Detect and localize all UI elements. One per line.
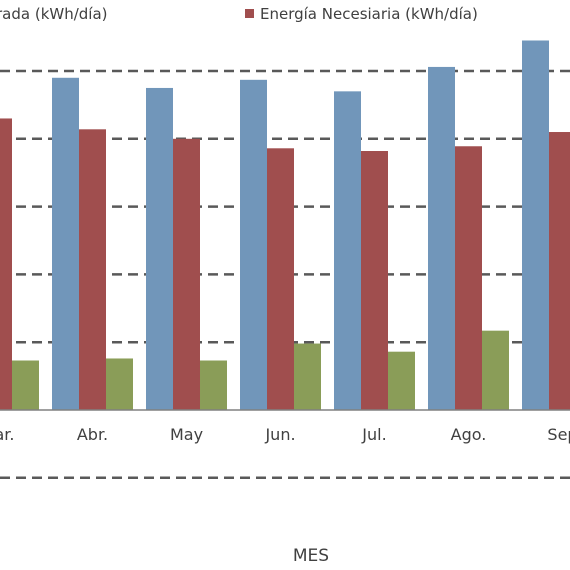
bar-series-1-2 (52, 77, 79, 410)
bar-series-1-7 (522, 40, 549, 411)
bar-series-2-1 (0, 118, 12, 411)
bars (0, 40, 570, 411)
x-axis-title: MES (293, 546, 329, 566)
legend-label-series-2: Energía Necesiaria (kWh/día) (260, 5, 478, 23)
x-tick-labels: ar. Abr. May Jun. Jul. Ago. Sep (0, 425, 570, 444)
legend-label-series-1: rada (kWh/día) (0, 5, 108, 23)
bar-series-3-1 (12, 360, 39, 410)
bar-series-3-2 (106, 358, 133, 410)
bar-series-2-2 (79, 129, 106, 411)
x-tick-label: Jul. (361, 425, 386, 444)
bar-series-1-5 (334, 91, 361, 410)
bar-series-1-4 (240, 79, 267, 411)
bar-series-3-3 (200, 360, 227, 410)
x-tick-label: May (170, 425, 203, 444)
x-tick-label: Ago. (451, 425, 487, 444)
x-tick-label: Abr. (77, 425, 108, 444)
bar-series-2-3 (173, 138, 200, 411)
bar-series-3-4 (294, 343, 321, 410)
bar-series-2-6 (455, 146, 482, 410)
bar-series-3-5 (388, 351, 415, 410)
x-tick-label: Jun. (264, 425, 295, 444)
x-tick-label: Sep (547, 425, 570, 444)
bar-series-1-3 (146, 87, 173, 410)
bar-series-2-4 (267, 148, 294, 411)
legend-swatch-series-2 (245, 9, 254, 18)
bar-series-2-7 (549, 132, 570, 410)
bar-series-2-5 (361, 151, 388, 410)
x-tick-label: ar. (0, 425, 15, 444)
bar-series-3-6 (482, 330, 509, 410)
bar-series-1-6 (428, 66, 455, 410)
legend: rada (kWh/día) Energía Necesiaria (kWh/d… (0, 5, 478, 23)
